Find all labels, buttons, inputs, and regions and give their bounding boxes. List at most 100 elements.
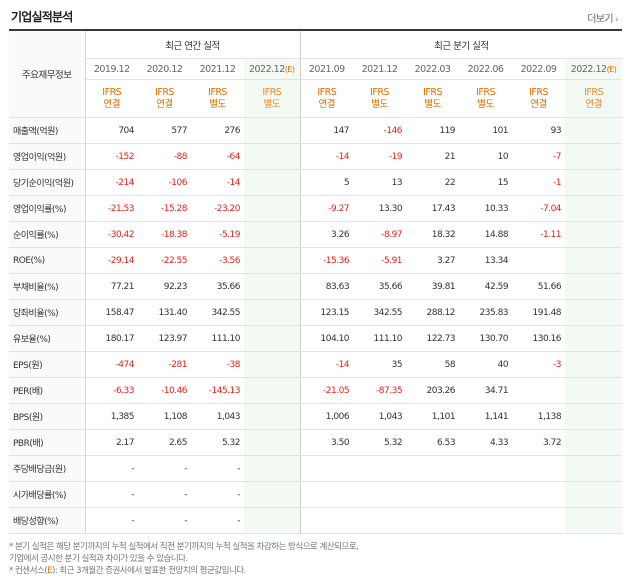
data-cell: 123.97 [138,325,191,352]
period-label: 2022.09 [520,63,557,75]
consolidation-label: 연결 [585,98,602,110]
data-cell [300,455,354,482]
data-cell: 111.10 [353,325,407,352]
data-cell [565,117,623,144]
data-cell: 180.17 [85,325,138,352]
accounting-basis-header: IFRS 별도 [353,79,407,118]
period-row: 2019.12 2020.12 2021.12 2022.12(E) 2021.09 20… [9,58,623,80]
data-cell: 17.43 [406,195,460,222]
data-cell: 21 [406,143,460,170]
data-cell: 1,108 [138,403,191,430]
data-cell: 3.72 [512,429,566,456]
data-cell: 203.26 [406,377,460,404]
data-cell: -8.97 [353,221,407,248]
data-cell: -5.19 [191,221,244,248]
data-cell: 93 [512,117,566,144]
data-cell [244,403,301,430]
data-cell [406,455,460,482]
data-cell [244,195,301,222]
data-cell: -1.11 [512,221,566,248]
row-label: 주당배당금(원) [9,455,86,482]
data-cell [244,325,301,352]
estimate-mark: (E) [606,64,617,74]
table-row: 시가배당률(%) - - - [9,481,623,508]
data-cell: 10.33 [459,195,513,222]
data-cell: 235.83 [459,299,513,326]
data-cell: 10 [459,143,513,170]
data-cell [244,273,301,300]
data-cell [565,299,623,326]
consolidation-label: 연결 [156,98,173,110]
data-cell: -23.20 [191,195,244,222]
table-row: 당기순이익(억원) -214 -106 -14 5 13 22 15 -1 [9,169,623,196]
row-label: 순이익률(%) [9,221,86,248]
data-cell: - [85,481,138,508]
ifrs-label: IFRS [317,86,337,98]
data-cell [406,507,460,534]
data-cell [565,273,623,300]
table-row: 영업이익(억원) -152 -88 -64 -14 -19 21 10 -7 [9,143,623,170]
data-cell: 39.81 [406,273,460,300]
data-cell: -281 [138,351,191,378]
period-header: 2022.12(E) [565,58,623,80]
data-cell: -21.05 [300,377,354,404]
data-cell: 13 [353,169,407,196]
data-cell: 119 [406,117,460,144]
table-row: PER(배) -6.33 -10.46 -145.13 -21.05 -87.35 203.… [9,377,623,404]
data-cell: - [191,481,244,508]
consolidation-label: 별도 [424,98,441,110]
chevron-right-icon: › [615,15,619,25]
row-label: 유보율(%) [9,325,86,352]
period-header: 2021.12 [191,58,244,80]
period-label: 2021.12 [361,63,398,75]
accounting-basis-header: IFRS 연결 [512,79,566,118]
consolidation-label: 별도 [209,98,226,110]
data-cell: 40 [459,351,513,378]
row-label: PBR(배) [9,429,86,456]
period-label: 2019.12 [93,63,130,75]
data-cell: -21.53 [85,195,138,222]
row-label: 영업이익(억원) [9,143,86,170]
data-cell: -6.33 [85,377,138,404]
data-cell: -18.38 [138,221,191,248]
data-cell [565,351,623,378]
table-row: 당좌비율(%) 158.47 131.40 342.55 123.15 342.55 288… [9,299,623,326]
period-label: 2022.12 [570,63,607,75]
data-cell: -88 [138,143,191,170]
data-cell: -3.56 [191,247,244,274]
data-cell [459,455,513,482]
data-cell: 3.27 [406,247,460,274]
data-cell: -3 [512,351,566,378]
data-cell: 111.10 [191,325,244,352]
data-cell [565,377,623,404]
consolidation-label: 별도 [371,98,388,110]
row-label: PER(배) [9,377,86,404]
data-cell: -5.91 [353,247,407,274]
ifrs-label: IFRS [529,86,548,98]
estimate-mark: (E) [284,64,295,74]
period-header: 2020.12 [138,58,191,80]
data-cell: 51.66 [512,273,566,300]
data-cell: 15 [459,169,513,196]
data-cell: 42.59 [459,273,513,300]
more-label: 더보기 [587,14,613,25]
data-cell: 1,101 [406,403,460,430]
more-link[interactable]: 더보기 › [587,10,618,25]
data-cell [565,221,623,248]
table-row: 배당성향(%) - - - [9,507,623,534]
period-header: 2022.03 [406,58,460,80]
row-label: 매출액(억원) [9,117,86,144]
data-cell [565,247,623,274]
data-cell [459,507,513,534]
data-cell [512,455,566,482]
data-cell: -19 [353,143,407,170]
data-cell: 14.88 [459,221,513,248]
period-header: 2022.09 [512,58,566,80]
period-label: 2022.06 [467,63,504,75]
data-cell: -30.42 [85,221,138,248]
data-cell: 5.32 [191,429,244,456]
row-label: 배당성향(%) [9,507,86,534]
accounting-basis-header: IFRS 연결 [85,79,138,118]
row-label: ROE(%) [9,247,86,274]
data-cell: -474 [85,351,138,378]
